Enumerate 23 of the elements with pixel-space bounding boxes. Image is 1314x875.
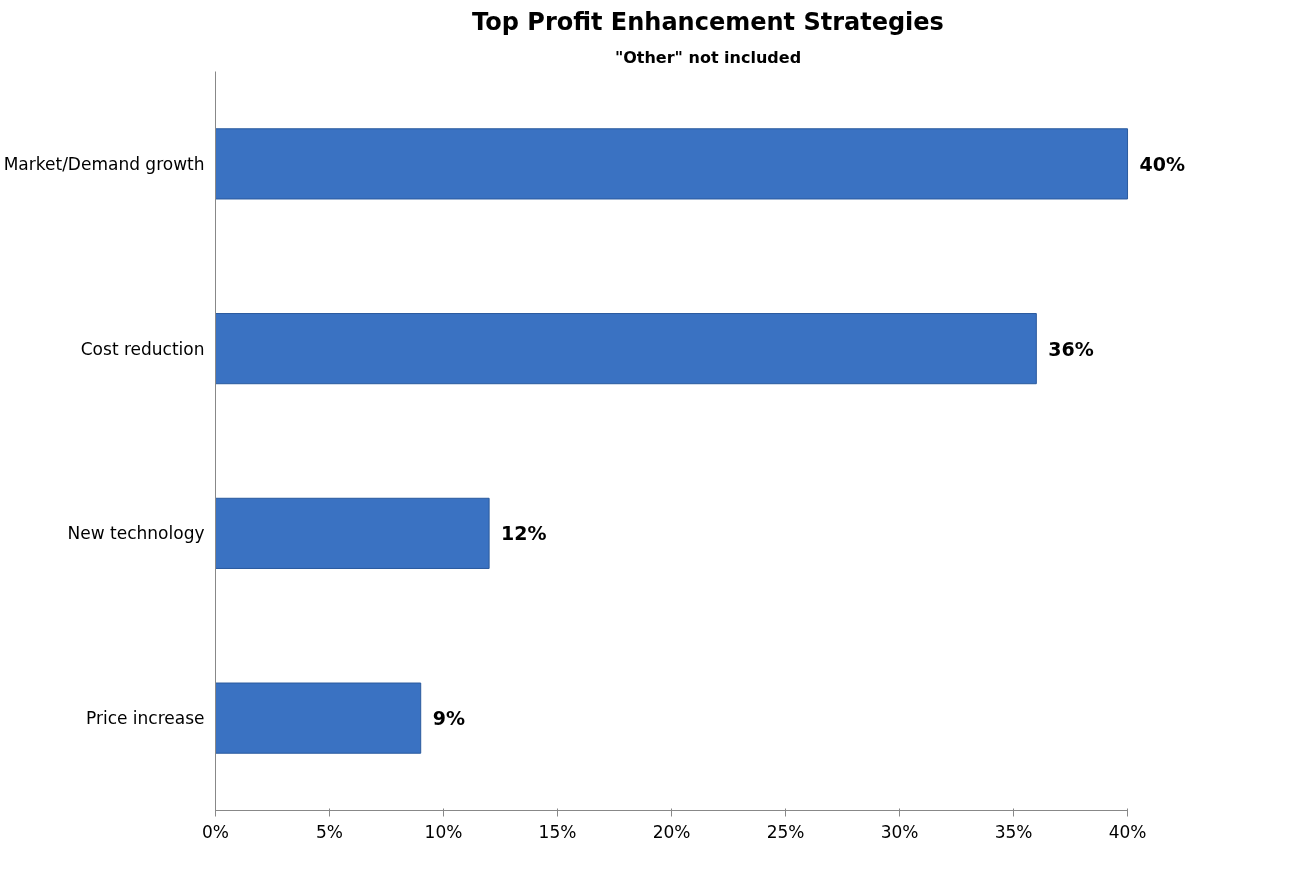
x-tick-label: 15% (538, 821, 577, 842)
x-tick-label: 5% (316, 821, 343, 842)
x-tick-label: 35% (994, 821, 1033, 842)
x-tick-label: 20% (652, 821, 691, 842)
x-tick-label: 40% (1108, 821, 1147, 842)
y-tick-label: Cost reduction (80, 338, 205, 359)
chart-title: Top Profit Enhancement Strategies (472, 7, 944, 36)
bar (215, 682, 422, 754)
y-tick-label: Market/Demand growth (3, 153, 205, 174)
x-tick-label: 30% (880, 821, 919, 842)
x-tick-label: 25% (766, 821, 805, 842)
x-tick-label: 0% (202, 821, 229, 842)
data-label: 40% (1139, 152, 1186, 175)
y-tick-label: Price increase (85, 708, 205, 729)
bar (215, 497, 490, 569)
data-label: 36% (1048, 337, 1094, 360)
bar (215, 128, 1129, 200)
chart-subtitle: "Other" not included (614, 47, 802, 67)
data-label: 12% (501, 522, 547, 545)
x-tick-label: 10% (424, 821, 463, 842)
bar (215, 313, 1037, 385)
y-tick-label: New technology (67, 523, 205, 544)
data-label: 9% (432, 707, 465, 730)
